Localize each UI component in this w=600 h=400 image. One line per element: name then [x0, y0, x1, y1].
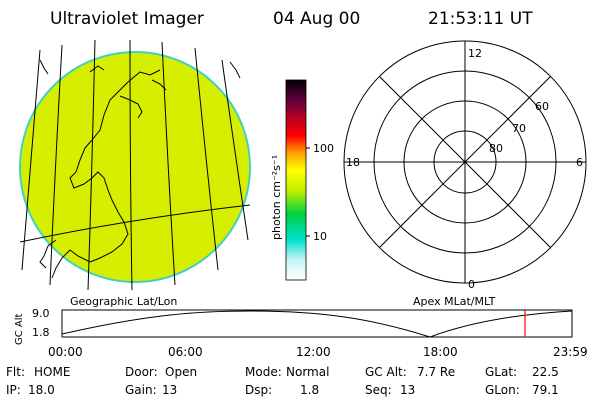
timeline-x-tick: 00:00: [48, 345, 83, 359]
timeline-x-tick: 12:00: [296, 345, 331, 359]
polar-grid: 12 0 18 6 60 70 80: [343, 40, 587, 291]
orbit-altitude-curve: [61, 310, 573, 338]
timeline-x-tick: 06:00: [168, 345, 203, 359]
status-seq-label: Seq:: [365, 383, 392, 397]
app-title: Ultraviolet Imager: [50, 9, 204, 29]
mlt-label-18: 18: [346, 156, 360, 169]
status-glon-label: GLon:: [485, 383, 520, 397]
timeline-x-tick: 23:59: [553, 345, 588, 359]
status-door-value: Open: [165, 365, 197, 379]
status-gcalt-label: GC Alt:: [365, 365, 407, 379]
coastlines: [39, 59, 241, 279]
apex-label: Apex MLat/MLT: [413, 295, 496, 308]
colorbar: 100 10 photon cm⁻²s⁻¹: [270, 79, 334, 281]
geographic-label: Geographic Lat/Lon: [70, 295, 177, 308]
status-ip-label: IP:: [6, 383, 21, 397]
colorbar-gradient: [285, 79, 307, 281]
timeline-frame: [61, 309, 573, 338]
status-dsp-label: Dsp:: [245, 383, 272, 397]
status-block: Flt: HOME Door: Open Mode: Normal GC Alt…: [6, 365, 559, 397]
status-mode-label: Mode:: [245, 365, 282, 379]
status-flt-label: Flt:: [6, 365, 25, 379]
status-gain-label: Gain:: [125, 383, 157, 397]
mlt-label-12: 12: [468, 47, 482, 60]
colorbar-tick-label: 100: [313, 142, 334, 155]
status-glon-value: 79.1: [532, 383, 559, 397]
polar-aurora: [539, 229, 581, 283]
timeline-y-tick: 9.0: [32, 307, 50, 320]
lat-label-70: 70: [512, 122, 526, 135]
status-dsp-value: 1.8: [300, 383, 319, 397]
status-seq-value: 13: [400, 383, 415, 397]
status-glat-label: GLat:: [485, 365, 517, 379]
colorbar-tick-label: 10: [313, 230, 327, 243]
header-time: 21:53:11 UT: [428, 9, 533, 29]
orbit-timeline: 9.0 1.8 GC Alt 00:00 06:00 12:00 18:00 2…: [14, 307, 588, 359]
status-door-label: Door:: [125, 365, 158, 379]
timeline-y-label: GC Alt: [14, 313, 25, 345]
status-ip-value: 18.0: [28, 383, 55, 397]
status-flt-value: HOME: [34, 365, 70, 379]
status-gcalt-value: 7.7 Re: [417, 365, 455, 379]
status-glat-value: 22.5: [532, 365, 559, 379]
earth-disk: [19, 51, 251, 283]
timeline-x-tick: 18:00: [423, 345, 458, 359]
colorbar-unit-label: photon cm⁻²s⁻¹: [270, 155, 283, 240]
mlt-label-0: 0: [468, 278, 475, 291]
header-date: 04 Aug 00: [273, 9, 360, 29]
polar-diagonal: [379, 76, 551, 248]
lat-label-60: 60: [535, 100, 549, 113]
lat-label-80: 80: [489, 142, 503, 155]
status-gain-value: 13: [162, 383, 177, 397]
status-mode-value: Normal: [286, 365, 329, 379]
timeline-y-tick: 1.8: [32, 326, 50, 339]
graticule: [20, 40, 250, 290]
geographic-view: [19, 40, 251, 290]
mlt-label-6: 6: [576, 156, 583, 169]
